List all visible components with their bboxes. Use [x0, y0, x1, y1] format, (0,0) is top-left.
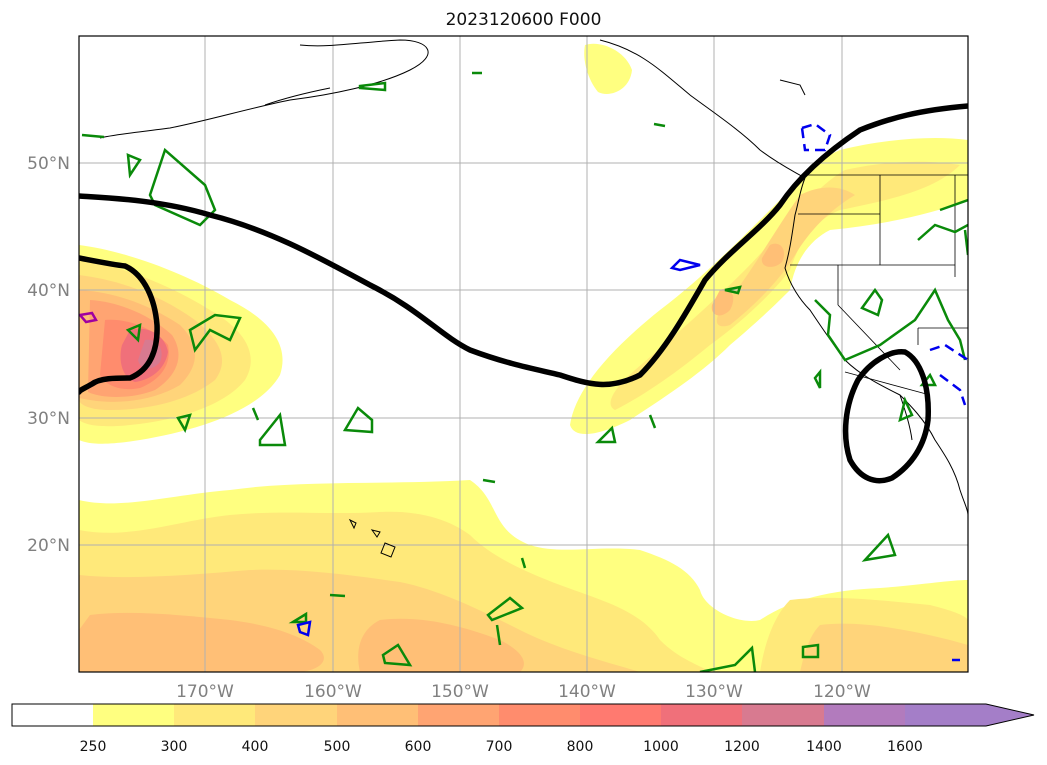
cb-tick-800: 800 [567, 739, 594, 755]
axis-labels: 50°N 40°N 30°N 20°N 170°W 160°W 150°W 14… [27, 154, 871, 702]
lon-label-160: 160°W [304, 682, 362, 702]
colorbar-ticks: 250 300 400 500 600 700 800 1000 1200 14… [80, 739, 923, 755]
lat-label-40: 40°N [27, 281, 70, 301]
cb-tick-700: 700 [486, 739, 513, 755]
cb-tick-300: 300 [161, 739, 188, 755]
cb-tick-400: 400 [242, 739, 269, 755]
lon-label-130: 130°W [685, 682, 743, 702]
cb-tick-500: 500 [324, 739, 351, 755]
magenta-contour [79, 311, 98, 324]
blue-contours [296, 258, 960, 662]
lon-label-140: 140°W [558, 682, 616, 702]
cb-tick-600: 600 [405, 739, 432, 755]
lat-label-50: 50°N [27, 154, 70, 174]
cb-tick-1400: 1400 [806, 739, 842, 755]
cb-tick-1200: 1200 [724, 739, 760, 755]
lon-label-170: 170°W [176, 682, 234, 702]
plot-border [78, 35, 969, 673]
lon-label-120: 120°W [813, 682, 871, 702]
cb-tick-250: 250 [80, 739, 107, 755]
plot-area [79, 36, 968, 672]
dashed-blue-contours [800, 122, 968, 406]
lat-label-30: 30°N [27, 409, 70, 429]
colorbar [11, 703, 1035, 727]
map-title: 2023120600 F000 [445, 10, 602, 30]
cb-tick-1600: 1600 [887, 739, 923, 755]
cb-tick-1000: 1000 [643, 739, 679, 755]
lon-label-150: 150°W [431, 682, 489, 702]
black-contours [79, 103, 968, 484]
state-borders [790, 174, 968, 396]
lat-label-20: 20°N [27, 536, 70, 556]
